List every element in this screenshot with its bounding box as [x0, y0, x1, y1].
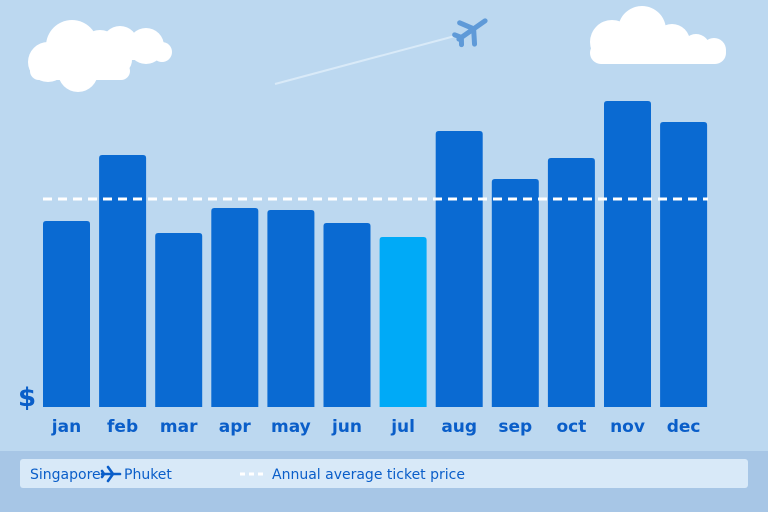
x-tick-label: nov	[610, 417, 645, 437]
x-tick-label: jun	[331, 417, 362, 437]
legend: Singapore Phuket Annual average ticket p…	[20, 459, 748, 488]
x-tick-label: jan	[51, 417, 81, 437]
bar-aug	[435, 131, 483, 407]
bar-dec	[660, 122, 708, 407]
contrail	[274, 35, 456, 85]
y-axis-label: $	[18, 383, 36, 413]
x-tick-label: aug	[441, 417, 477, 437]
bar-apr	[211, 208, 259, 407]
cloud-icon	[590, 6, 726, 64]
labels-layer: jan feb mar apr may jun jul aug sep oct nov dec	[51, 417, 701, 437]
x-tick-label: sep	[498, 417, 532, 437]
x-tick-label: may	[271, 417, 311, 437]
x-tick-label: mar	[160, 417, 198, 437]
bars-layer	[43, 101, 708, 407]
bar-jun	[323, 223, 371, 407]
bar-nov	[604, 101, 651, 407]
x-tick-label: oct	[556, 417, 586, 437]
bar-jul	[379, 237, 427, 407]
cloud-icon	[28, 20, 172, 92]
airplane-icon	[452, 18, 488, 48]
bar-jan	[43, 221, 90, 407]
legend-route-from: Singapore	[30, 467, 101, 483]
x-tick-label: feb	[107, 417, 138, 437]
bar-feb	[99, 155, 147, 407]
bar-sep	[491, 179, 539, 407]
bar-mar	[155, 233, 203, 407]
x-tick-label: jul	[390, 417, 415, 437]
airplane-icon	[100, 465, 122, 483]
bar-oct	[547, 158, 595, 407]
legend-average-label: Annual average ticket price	[272, 467, 465, 483]
x-tick-label: dec	[667, 417, 701, 437]
x-tick-label: apr	[219, 417, 252, 437]
legend-route-to: Phuket	[124, 467, 172, 483]
legend-box	[20, 459, 748, 488]
bar-may	[267, 210, 315, 407]
